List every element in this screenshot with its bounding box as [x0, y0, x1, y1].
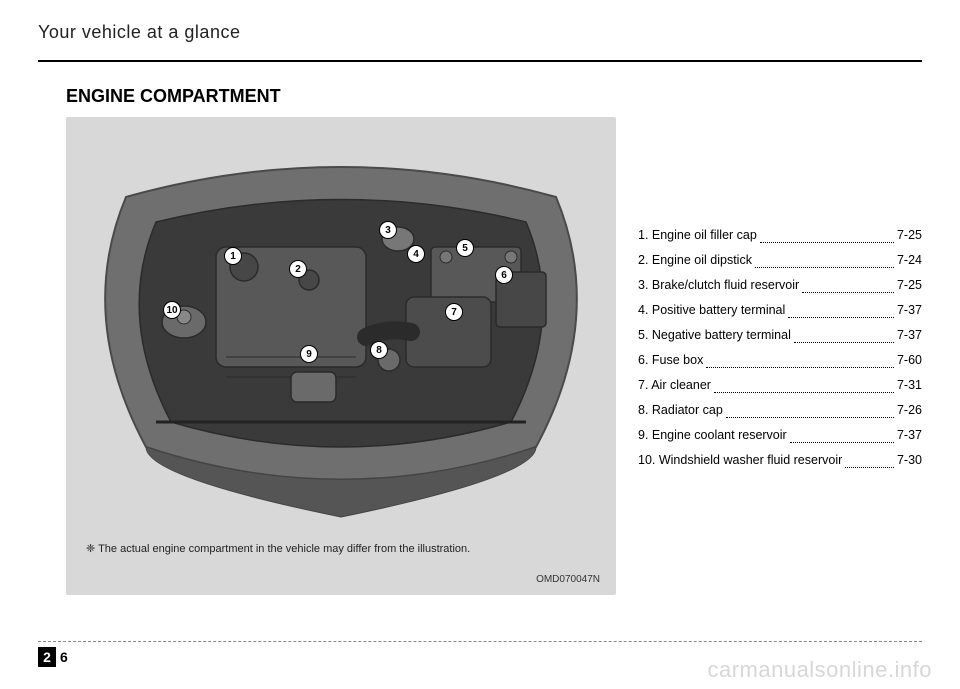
section-number: 2: [38, 647, 56, 667]
list-item-page: 7-26: [897, 398, 922, 423]
list-item-page: 7-25: [897, 273, 922, 298]
list-item: 6. Fuse box 7-60: [638, 348, 922, 373]
list-item-label: 5. Negative battery terminal: [638, 323, 791, 348]
list-item: 8. Radiator cap 7-26: [638, 398, 922, 423]
callout-4: 4: [407, 245, 425, 263]
list-item-label: 3. Brake/clutch fluid reservoir: [638, 273, 799, 298]
content-row: 1 2 34 5 6 7 8 9 10 ❈ The actual engine compartm…: [38, 117, 922, 595]
battery-post-pos: [440, 251, 452, 263]
list-item-label: 1. Engine oil filler cap: [638, 223, 757, 248]
figure-note: ❈ The actual engine compartment in the v…: [86, 542, 470, 555]
parts-list: 1. Engine oil filler cap 7-252. Engine o…: [638, 117, 922, 595]
list-item: 4. Positive battery terminal 7-37: [638, 298, 922, 323]
list-item-label: 2. Engine oil dipstick: [638, 248, 752, 273]
list-item: 7. Air cleaner 7-31: [638, 373, 922, 398]
list-item-page: 7-24: [897, 248, 922, 273]
callout-10: 10: [163, 301, 181, 319]
header-rule: [38, 60, 922, 62]
list-item: 9. Engine coolant reservoir 7-37: [638, 423, 922, 448]
leader-dots: [790, 423, 894, 443]
list-item-page: 7-25: [897, 223, 922, 248]
list-item-page: 7-60: [897, 348, 922, 373]
callout-3: 3: [379, 221, 397, 239]
list-item-label: 4. Positive battery terminal: [638, 298, 785, 323]
leader-dots: [794, 323, 894, 343]
page-container: Your vehicle at a glance ENGINE COMPARTM…: [38, 22, 922, 667]
list-item: 5. Negative battery terminal 7-37: [638, 323, 922, 348]
leader-dots: [802, 273, 894, 293]
list-item-page: 7-37: [897, 323, 922, 348]
page-sub-number: 6: [56, 649, 68, 665]
figure-id: OMD070047N: [536, 574, 600, 585]
callout-5: 5: [456, 239, 474, 257]
list-item: 2. Engine oil dipstick 7-24: [638, 248, 922, 273]
leader-dots: [714, 373, 894, 393]
intake-tube: [366, 330, 411, 337]
list-item-label: 8. Radiator cap: [638, 398, 723, 423]
list-item-label: 10. Windshield washer fluid reservoir: [638, 448, 842, 473]
page-header: Your vehicle at a glance: [38, 22, 922, 62]
list-item-label: 7. Air cleaner: [638, 373, 711, 398]
list-item-page: 7-30: [897, 448, 922, 473]
callout-2: 2: [289, 260, 307, 278]
list-item-page: 7-31: [897, 373, 922, 398]
leader-dots: [726, 398, 894, 418]
callout-7: 7: [445, 303, 463, 321]
leader-dots: [706, 348, 894, 368]
leader-dots: [845, 448, 894, 468]
list-item-page: 7-37: [897, 423, 922, 448]
list-item-page: 7-37: [897, 298, 922, 323]
leader-dots: [788, 298, 894, 318]
header-title: Your vehicle at a glance: [38, 22, 922, 49]
list-item-label: 6. Fuse box: [638, 348, 703, 373]
engine-illustration: [66, 117, 616, 595]
list-item: 10. Windshield washer fluid reservoir 7-…: [638, 448, 922, 473]
engine-figure: 1 2 34 5 6 7 8 9 10 ❈ The actual engine compartm…: [66, 117, 616, 595]
leader-dots: [760, 223, 894, 243]
leader-dots: [755, 248, 894, 268]
callout-9: 9: [300, 345, 318, 363]
list-item: 1. Engine oil filler cap 7-25: [638, 223, 922, 248]
list-item: 3. Brake/clutch fluid reservoir 7-25: [638, 273, 922, 298]
coolant-reservoir: [291, 372, 336, 402]
list-item-label: 9. Engine coolant reservoir: [638, 423, 787, 448]
page-number: 2 6: [38, 647, 68, 667]
callout-8: 8: [370, 341, 388, 359]
footer-rule: [38, 641, 922, 642]
watermark: carmanualsonline.info: [707, 657, 932, 683]
section-title: ENGINE COMPARTMENT: [38, 86, 922, 107]
battery-post-neg: [505, 251, 517, 263]
callout-6: 6: [495, 266, 513, 284]
callout-1: 1: [224, 247, 242, 265]
